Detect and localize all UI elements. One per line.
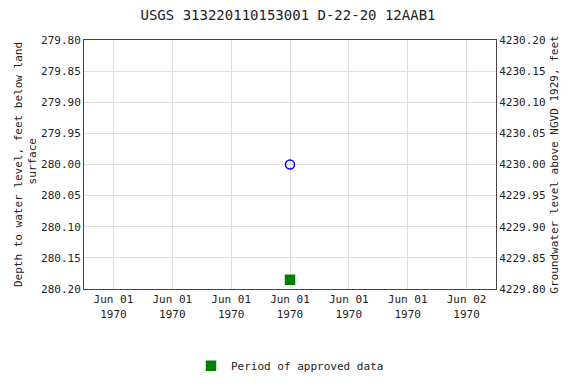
svg-text:Period of approved data: Period of approved data xyxy=(231,360,383,373)
svg-text:USGS 313220110153001 D-22-20 1: USGS 313220110153001 D-22-20 12AAB1 xyxy=(140,7,435,23)
svg-text:4230.00: 4230.00 xyxy=(499,158,545,171)
svg-text:280.20: 280.20 xyxy=(41,283,81,296)
svg-text:280.00: 280.00 xyxy=(41,158,81,171)
svg-text:Jun 021970: Jun 021970 xyxy=(447,293,487,320)
svg-text:4229.85: 4229.85 xyxy=(499,252,545,265)
svg-text:279.80: 279.80 xyxy=(41,34,81,47)
svg-text:4229.95: 4229.95 xyxy=(499,189,545,202)
svg-text:280.15: 280.15 xyxy=(41,252,81,265)
svg-text:Depth to water level, feet bel: Depth to water level, feet below land su… xyxy=(12,42,39,287)
svg-text:279.90: 279.90 xyxy=(41,96,81,109)
svg-text:279.85: 279.85 xyxy=(41,65,81,78)
svg-text:279.95: 279.95 xyxy=(41,127,81,140)
svg-text:4230.15: 4230.15 xyxy=(499,65,545,78)
svg-text:Groundwater level above NGVD 1: Groundwater level above NGVD 1929, feet xyxy=(548,35,561,293)
svg-text:280.10: 280.10 xyxy=(41,221,81,234)
svg-text:4229.90: 4229.90 xyxy=(499,221,545,234)
svg-text:Jun 011970: Jun 011970 xyxy=(329,293,369,320)
svg-text:280.05: 280.05 xyxy=(41,189,81,202)
svg-text:4230.05: 4230.05 xyxy=(499,127,545,140)
svg-text:4229.80: 4229.80 xyxy=(499,283,545,296)
svg-text:Jun 011970: Jun 011970 xyxy=(388,293,428,320)
svg-text:Jun 011970: Jun 011970 xyxy=(211,293,251,320)
svg-text:Jun 011970: Jun 011970 xyxy=(94,293,134,320)
svg-text:Jun 011970: Jun 011970 xyxy=(152,293,192,320)
svg-text:4230.20: 4230.20 xyxy=(499,34,545,47)
svg-text:4230.10: 4230.10 xyxy=(499,96,545,109)
svg-text:Jun 011970: Jun 011970 xyxy=(270,293,310,320)
